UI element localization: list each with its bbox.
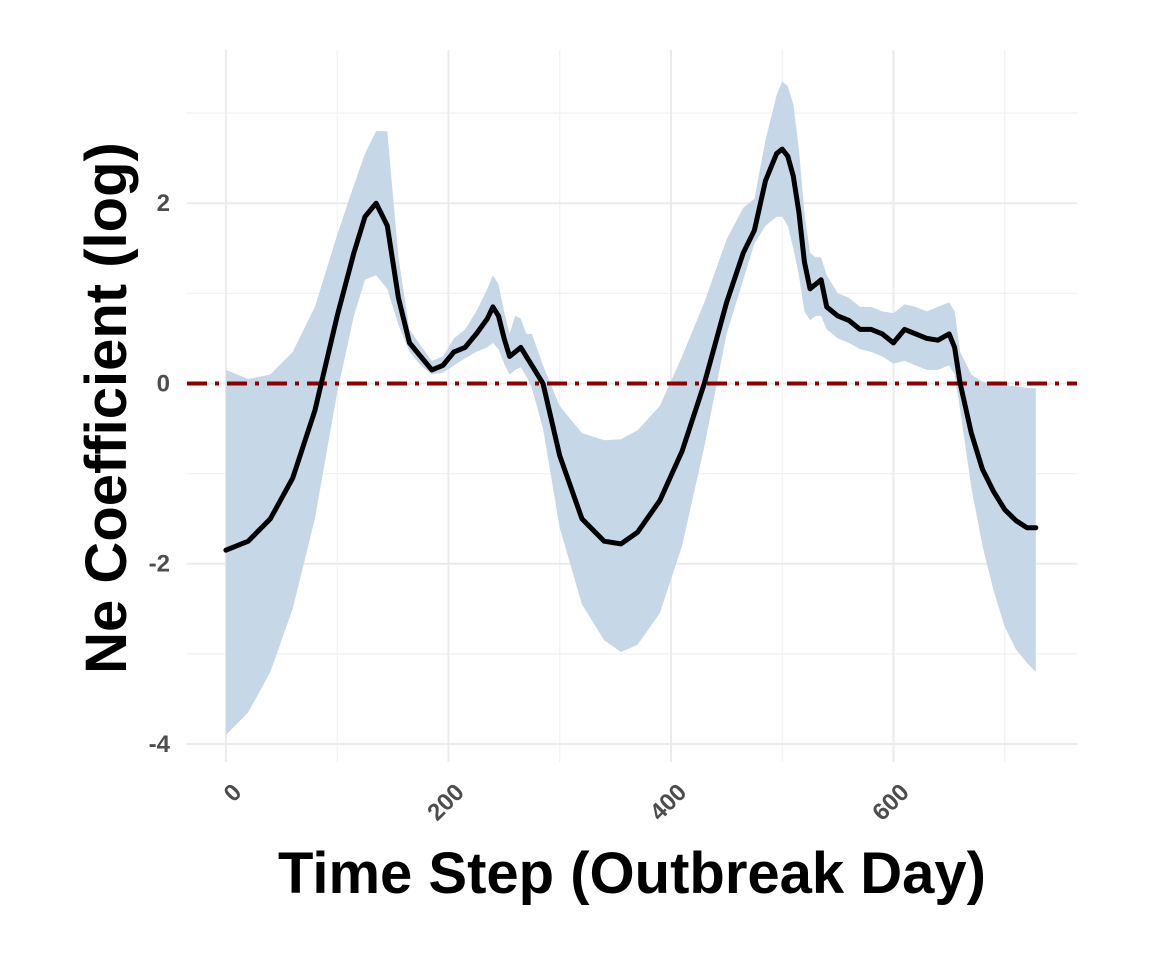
y-tick-label: -4 [149,731,171,758]
x-axis-title: Time Step (Outbreak Day) [278,841,986,906]
confidence-band [225,81,1036,735]
y-tick-label: 2 [157,190,170,217]
confidence-band-group [225,81,1036,735]
y-axis-title: Ne Coefficient (log) [74,142,139,674]
y-tick-label: 0 [157,370,170,397]
y-tick-label: -2 [149,551,170,578]
series-group [223,146,1039,553]
y-axis-ticks: -4 -2 0 2 [149,190,171,758]
ne-coefficient-line [223,146,1039,553]
